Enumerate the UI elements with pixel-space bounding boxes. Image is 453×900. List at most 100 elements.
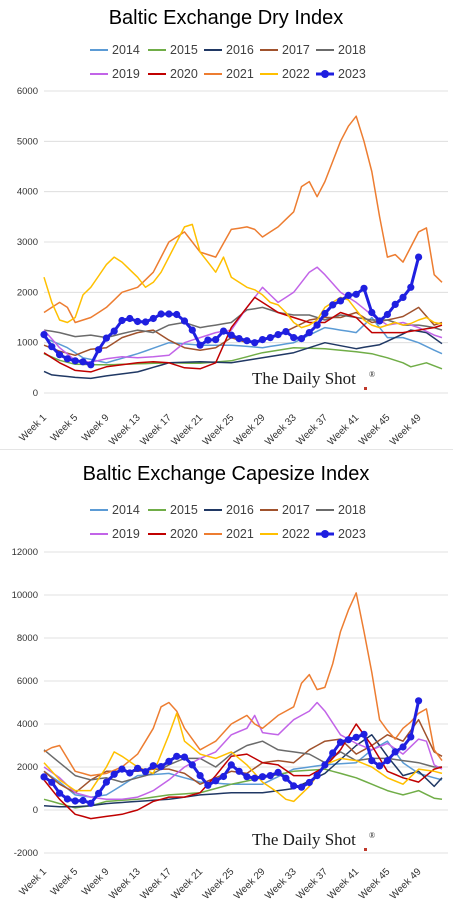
series-2022	[43, 712, 443, 803]
data-point	[297, 335, 306, 343]
data-point	[157, 310, 165, 318]
data-point	[40, 773, 48, 781]
data-point	[313, 321, 321, 329]
data-point	[282, 328, 290, 336]
data-point	[204, 336, 212, 344]
x-tick-label: Week 29	[232, 866, 268, 900]
data-point	[329, 749, 337, 757]
data-point	[235, 335, 243, 343]
series-line	[43, 115, 443, 324]
y-tick-label: 6000	[17, 676, 38, 687]
series-2020	[43, 723, 443, 820]
legend-label: 2016	[226, 43, 254, 57]
y-tick-label: 12000	[12, 547, 38, 558]
series-2021	[43, 115, 443, 324]
data-point	[149, 314, 157, 323]
data-point	[79, 358, 87, 366]
legend-item: 2022	[260, 527, 310, 541]
x-tick-label: Week 45	[357, 412, 393, 448]
series-line	[43, 329, 443, 380]
y-tick-label: 5000	[17, 136, 38, 147]
data-point	[282, 774, 290, 782]
series-2016	[43, 329, 443, 380]
data-point	[305, 778, 313, 787]
legend-label: 2019	[112, 527, 140, 541]
series-line	[43, 592, 443, 777]
data-point	[336, 738, 345, 746]
data-point	[212, 777, 220, 785]
brand-logo: The Daily Shot	[252, 830, 356, 849]
series-line	[43, 734, 443, 808]
data-point	[165, 310, 173, 318]
capesize-index-chart: Baltic Exchange Capesize Index -2000 0 2000…	[0, 452, 453, 900]
legend-label: 2022	[282, 527, 310, 541]
series-line	[43, 346, 443, 370]
chart-title: Baltic Exchange Capesize Index	[83, 463, 370, 485]
data-point	[227, 331, 235, 339]
data-point	[63, 355, 71, 363]
data-point	[40, 331, 48, 339]
legend-item: 2017	[260, 503, 310, 517]
data-point	[188, 326, 196, 334]
data-point	[48, 343, 56, 351]
data-point	[274, 331, 282, 339]
data-point	[157, 763, 165, 771]
data-point	[368, 308, 376, 317]
brand-registered-mark: ®	[369, 370, 375, 379]
data-point	[360, 730, 368, 738]
data-point	[219, 327, 228, 335]
data-point	[407, 283, 415, 291]
data-point	[110, 327, 118, 335]
x-tick-label: Week 41	[326, 866, 362, 900]
data-point	[71, 357, 79, 365]
data-point	[383, 310, 391, 319]
data-point	[56, 351, 64, 359]
data-point	[344, 291, 352, 299]
y-tick-label: 3000	[17, 237, 38, 248]
data-point	[212, 336, 220, 344]
data-point	[180, 753, 189, 761]
series-line	[43, 296, 443, 373]
data-point	[251, 339, 259, 347]
x-tick-label: Week 21	[170, 412, 206, 448]
series-line	[43, 306, 443, 357]
data-point	[126, 314, 134, 323]
data-point	[415, 253, 423, 261]
x-tick-label: Week 21	[170, 866, 206, 900]
data-point	[243, 773, 251, 781]
legend-item: 2020	[148, 67, 198, 81]
series-2020	[43, 296, 443, 373]
data-point	[399, 293, 407, 301]
x-tick-label: Week 49	[388, 866, 424, 900]
data-point	[219, 772, 228, 781]
brand-dot	[364, 848, 367, 851]
x-tick-label: Week 1	[17, 412, 49, 444]
series-line	[43, 223, 443, 329]
x-tick-label: Week 13	[107, 412, 143, 448]
y-tick-label: 2000	[17, 762, 38, 773]
legend-label: 2021	[226, 527, 254, 541]
data-point	[134, 764, 142, 772]
series-2015	[43, 768, 443, 809]
data-point	[258, 336, 267, 344]
y-tick-label: 1000	[17, 338, 38, 349]
legend-label: 2020	[170, 527, 198, 541]
y-tick-label: 10000	[12, 590, 38, 601]
data-point	[126, 769, 134, 777]
series-line	[43, 701, 443, 801]
data-point	[368, 757, 376, 765]
legend-label: 2018	[338, 503, 366, 517]
data-point	[110, 770, 118, 778]
legend-item: 2020	[148, 527, 198, 541]
legend-label: 2017	[282, 43, 310, 57]
data-point	[290, 782, 298, 790]
legend-item: 2023	[316, 527, 366, 541]
series-2015	[43, 346, 443, 370]
y-tick-label: 4000	[17, 187, 38, 198]
brand-registered-mark: ®	[369, 831, 375, 840]
data-point	[196, 772, 204, 780]
brand-logo: The Daily Shot	[252, 369, 356, 388]
legend-label: 2016	[226, 503, 254, 517]
data-point	[360, 284, 368, 292]
chart-divider	[0, 449, 453, 450]
